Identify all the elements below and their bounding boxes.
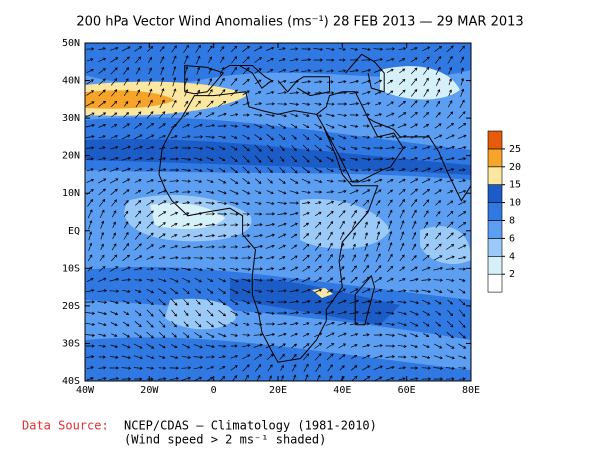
map-title: 200 hPa Vector Wind Anomalies (ms⁻¹) 28 … <box>76 15 523 30</box>
y-tick-label: 40N <box>62 76 80 87</box>
colorbar-label: 2 <box>509 269 515 280</box>
colorbar-label: 4 <box>509 251 515 262</box>
wind-vectors <box>85 44 467 381</box>
coastline <box>316 91 404 183</box>
source-line: NCEP/CDAS — Climatology (1981-2010) <box>124 419 377 433</box>
colorbar-box <box>487 130 503 150</box>
colorbar-label: 25 <box>509 144 521 155</box>
coastline <box>184 64 225 95</box>
x-tick-label: 20E <box>269 385 287 396</box>
colorbar-box <box>487 238 503 257</box>
x-tick-label: 20W <box>140 385 159 396</box>
colorbar-label: 10 <box>509 198 521 209</box>
coastline <box>345 53 385 93</box>
y-tick-label: 40S <box>62 376 80 387</box>
colorbar-label: 20 <box>509 162 521 173</box>
colorbar-label: 8 <box>509 216 515 227</box>
x-tick-label: 60E <box>398 385 416 396</box>
source-line: (Wind speed > 2 ms⁻¹ shaded) <box>124 433 326 447</box>
y-tick-label: 20N <box>62 151 80 162</box>
y-tick-label: 30S <box>62 338 80 349</box>
wind-shading <box>85 43 471 381</box>
colorbar-box <box>487 202 503 221</box>
coastline <box>354 274 376 326</box>
y-tick-label: 10N <box>62 188 80 199</box>
colorbar-box <box>487 184 503 203</box>
colorbar-box <box>487 255 503 275</box>
colorbar-label: 6 <box>509 233 515 244</box>
colorbar-box <box>487 166 503 186</box>
colorbar-box <box>487 148 503 168</box>
coastline <box>223 65 273 89</box>
x-tick-label: 0 <box>211 385 217 396</box>
y-tick-label: 20S <box>62 301 80 312</box>
y-tick-label: 30N <box>62 113 80 124</box>
colorbar-box <box>487 273 503 293</box>
colorbar-label: 15 <box>509 180 521 191</box>
x-tick-label: 80E <box>462 385 480 396</box>
y-tick-label: 50N <box>62 38 80 49</box>
x-tick-label: 40E <box>333 385 351 396</box>
coastline <box>277 76 330 97</box>
colorbar-box <box>487 220 503 239</box>
y-tick-label: 10S <box>62 263 80 274</box>
y-tick-label: EQ <box>68 226 80 237</box>
x-tick-label: 40W <box>76 385 95 396</box>
source-label: Data Source: <box>22 419 109 433</box>
